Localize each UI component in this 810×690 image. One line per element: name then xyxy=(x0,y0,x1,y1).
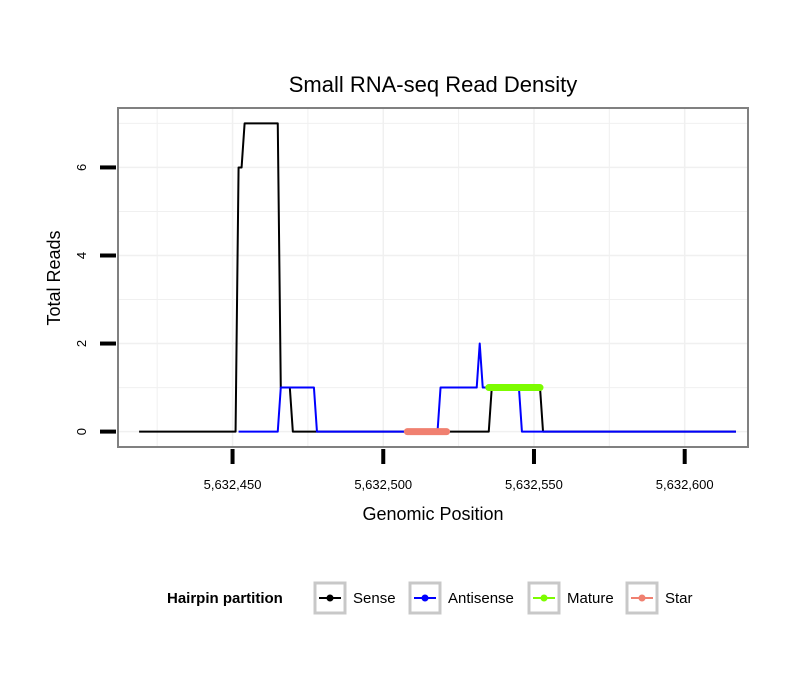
panel-border xyxy=(117,107,749,448)
x-axis: 5,632,450 5,632,500 5,632,550 5,632,600 xyxy=(204,449,714,492)
x-tick-label: 5,632,450 xyxy=(204,477,262,492)
legend-item-mature: Mature xyxy=(527,581,614,615)
chart-title: Small RNA-seq Read Density xyxy=(289,72,578,97)
legend-item-star: Star xyxy=(625,581,693,615)
y-tick-label: 4 xyxy=(74,252,89,259)
x-tick-label: 5,632,550 xyxy=(505,477,563,492)
plot-panel xyxy=(117,107,749,448)
legend: Hairpin partition Sense Antisense Mature St… xyxy=(167,581,693,615)
y-axis: 0 2 4 6 xyxy=(74,164,116,435)
y-tick-label: 6 xyxy=(74,164,89,171)
x-tick-label: 5,632,500 xyxy=(354,477,412,492)
y-tick-label: 0 xyxy=(74,428,89,435)
legend-label: Antisense xyxy=(448,590,514,607)
legend-item-sense: Sense xyxy=(313,581,396,615)
legend-key-point xyxy=(540,594,548,602)
series-lines xyxy=(139,122,736,436)
y-tick-label: 2 xyxy=(74,340,89,347)
y-axis-title: Total Reads xyxy=(44,230,64,325)
legend-label: Sense xyxy=(353,590,396,607)
panel-background xyxy=(118,108,748,447)
x-tick-label: 5,632,600 xyxy=(656,477,714,492)
x-axis-title: Genomic Position xyxy=(362,504,503,524)
legend-key-point xyxy=(638,594,646,602)
legend-label: Mature xyxy=(567,590,614,607)
legend-label: Star xyxy=(665,590,693,607)
legend-key-point xyxy=(421,594,429,602)
legend-title: Hairpin partition xyxy=(167,590,283,607)
legend-key-point xyxy=(326,594,334,602)
legend-item-antisense: Antisense xyxy=(408,581,514,615)
